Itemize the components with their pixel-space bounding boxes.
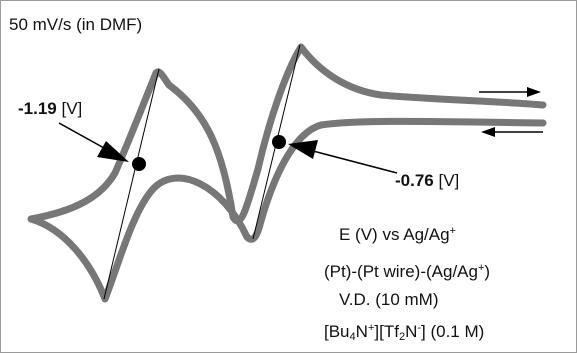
electrolyte-part: N bbox=[355, 322, 368, 341]
peak1-unit: [V] bbox=[61, 99, 83, 118]
cell-text-pre: (Pt)-(Pt wire)-(Ag/Ag bbox=[324, 262, 478, 281]
pointer-arrowhead bbox=[288, 140, 318, 159]
peak2-annotation: -0.76 [V] bbox=[395, 171, 459, 191]
peak1-annotation: -1.19 [V] bbox=[18, 99, 82, 119]
electrolyte-sup: + bbox=[367, 322, 375, 334]
electrolyte-part: ][Tf bbox=[374, 322, 399, 341]
electrolyte-sub: 2 bbox=[398, 331, 406, 343]
electrolyte-part: [Bu bbox=[324, 322, 350, 341]
cell-setup-note: (Pt)-(Pt wire)-(Ag/Ag+) bbox=[324, 262, 490, 282]
electrolyte-part: ] (0.1 M) bbox=[421, 322, 485, 341]
baseline-tangent-line bbox=[103, 68, 160, 300]
peak-marker-1 bbox=[132, 157, 146, 171]
pointer-line bbox=[312, 150, 398, 174]
electrolyte-sub: 4 bbox=[349, 331, 356, 343]
pointer-arrowhead bbox=[97, 141, 129, 162]
peak1-value: -1.19 bbox=[18, 99, 57, 118]
cv-curve bbox=[27, 43, 547, 303]
scan-forward-arrowhead bbox=[527, 87, 541, 97]
peak2-value: -0.76 bbox=[395, 171, 434, 190]
electrolyte-part: N bbox=[405, 322, 418, 341]
reference-electrode-note: E (V) vs Ag/Ag+ bbox=[339, 225, 456, 245]
reference-text: E (V) vs Ag/Ag bbox=[339, 225, 450, 244]
electrolyte-note: [Bu4N+][Tf2N-] (0.1 M) bbox=[324, 322, 485, 343]
peak-marker-2 bbox=[272, 135, 286, 149]
cell-text-post: ) bbox=[484, 262, 491, 281]
cell-sup: + bbox=[477, 262, 485, 274]
analyte-note: V.D. (10 mM) bbox=[339, 290, 439, 309]
peak2-unit: [V] bbox=[438, 171, 460, 190]
scan-reverse-arrowhead bbox=[481, 127, 495, 137]
reference-sup: + bbox=[449, 225, 456, 237]
electrolyte-sup: - bbox=[417, 322, 422, 334]
chart-title: 50 mV/s (in DMF) bbox=[9, 15, 143, 34]
